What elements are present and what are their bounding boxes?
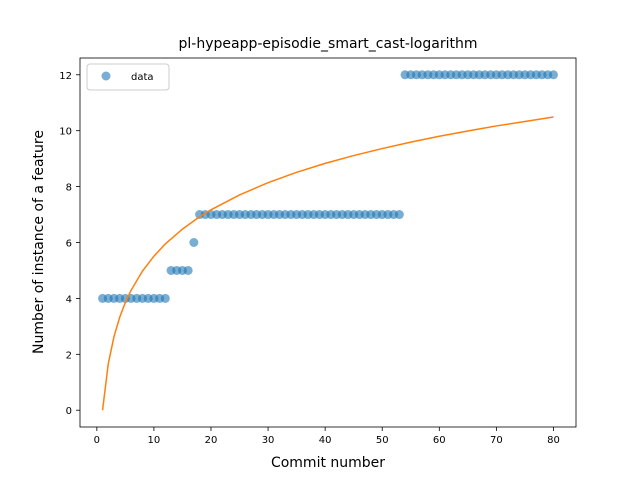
x-tick-label: 30 [262, 435, 275, 446]
x-tick-label: 60 [433, 435, 446, 446]
plot-area [79, 57, 577, 428]
legend-marker [101, 71, 111, 81]
y-tick-label: 10 [59, 127, 72, 138]
x-axis-label: Commit number [271, 455, 385, 471]
y-tick-label: 0 [66, 406, 72, 417]
x-tick-label: 0 [94, 435, 100, 446]
x-tick-label: 50 [376, 435, 389, 446]
y-tick-label: 2 [66, 350, 72, 361]
y-axis: 0 2 4 6 8 10 12 [59, 71, 80, 417]
y-tick-label: 4 [66, 294, 72, 305]
data-point [189, 238, 199, 247]
data-point [183, 265, 193, 275]
legend-box [86, 63, 170, 91]
legend-label: data [131, 72, 154, 83]
x-tick-label: 20 [205, 435, 218, 446]
x-tick-label: 10 [148, 435, 161, 446]
x-axis: 0 10 20 30 40 50 60 70 80 [94, 427, 560, 446]
x-tick-label: 40 [319, 435, 332, 446]
chart-title: pl-hypeapp-episodie_smart_cast-logarithm [179, 36, 478, 52]
data-point [394, 210, 404, 220]
y-tick-label: 8 [66, 183, 72, 194]
x-tick-label: 70 [490, 435, 503, 446]
data-point [160, 293, 170, 303]
legend: data [86, 63, 170, 91]
data-point [548, 70, 558, 80]
y-axis-label: Number of instance of a feature [31, 130, 47, 354]
y-tick-label: 6 [66, 239, 72, 250]
fit-line [101, 116, 554, 411]
x-tick-label: 80 [547, 435, 560, 446]
y-tick-label: 12 [59, 71, 72, 82]
